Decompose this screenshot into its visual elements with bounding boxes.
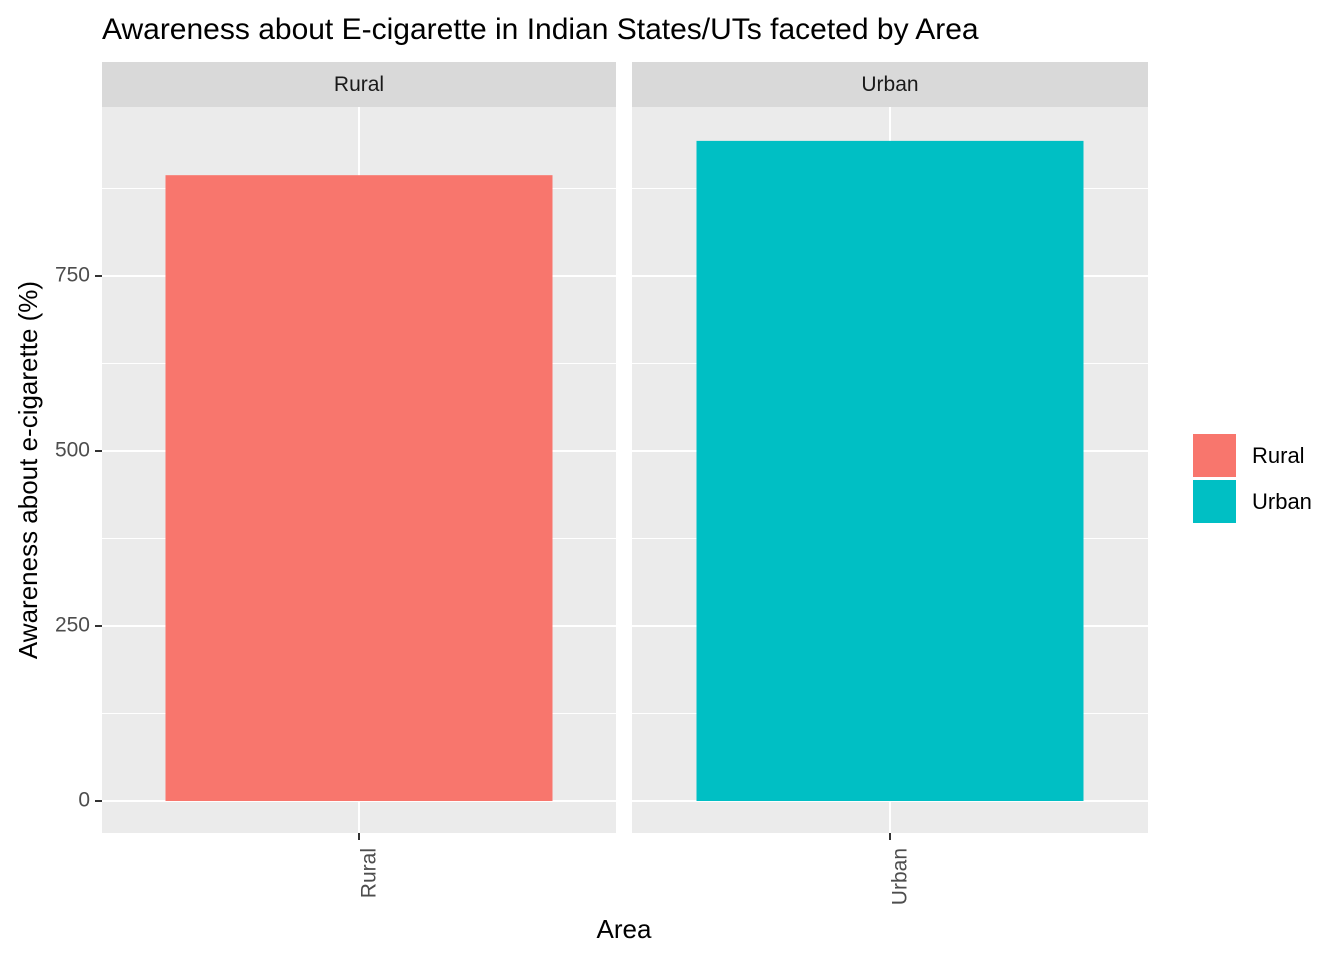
y-axis-label: Awareness about e-cigarette (%): [13, 281, 43, 659]
facet-label: Rural: [334, 73, 384, 96]
facet-label: Urban: [861, 73, 918, 96]
bar: [165, 175, 553, 802]
facet-strip: [102, 62, 616, 107]
chart-title: Awareness about E-cigarette in Indian St…: [102, 13, 979, 46]
x-axis-label: Area: [597, 914, 652, 944]
y-tick-label: 250: [55, 614, 90, 637]
x-tick-label: Urban: [889, 848, 912, 905]
bar: [696, 140, 1084, 802]
y-tick-label: 500: [55, 439, 90, 462]
y-tick-label: 0: [78, 789, 90, 812]
x-tick-label: Rural: [358, 848, 381, 898]
legend-label: Urban: [1252, 489, 1312, 514]
y-tick-label: 750: [55, 264, 90, 287]
facet-strip: [632, 62, 1148, 107]
legend-key: [1193, 480, 1236, 523]
legend-label: Rural: [1252, 443, 1305, 468]
legend-key: [1193, 434, 1236, 477]
